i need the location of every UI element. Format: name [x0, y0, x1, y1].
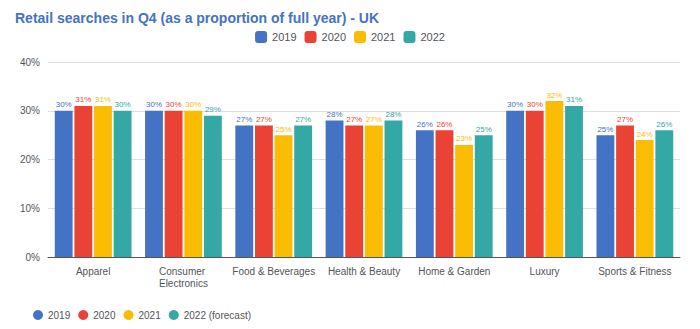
svg-text:23%: 23% [456, 134, 472, 143]
svg-text:20%: 20% [20, 154, 40, 165]
svg-text:27%: 27% [366, 115, 382, 124]
svg-text:26%: 26% [656, 120, 672, 129]
svg-text:32%: 32% [546, 91, 562, 100]
svg-text:30%: 30% [185, 100, 201, 109]
svg-text:30%: 30% [527, 100, 543, 109]
svg-text:2019: 2019 [272, 31, 296, 43]
svg-text:2021: 2021 [138, 310, 161, 321]
svg-text:27%: 27% [346, 115, 362, 124]
svg-text:25%: 25% [276, 125, 292, 134]
svg-text:2020: 2020 [93, 310, 116, 321]
svg-text:30%: 30% [56, 100, 72, 109]
svg-text:30%: 30% [146, 100, 162, 109]
svg-text:31%: 31% [75, 95, 91, 104]
svg-text:Retail searches in Q4 (as a pr: Retail searches in Q4 (as a proportion o… [15, 10, 379, 26]
svg-text:30%: 30% [115, 100, 131, 109]
svg-text:24%: 24% [637, 130, 653, 139]
svg-text:25%: 25% [597, 125, 613, 134]
svg-text:27%: 27% [236, 115, 252, 124]
svg-text:30%: 30% [20, 105, 40, 116]
svg-text:2020: 2020 [322, 31, 346, 43]
svg-text:2019: 2019 [48, 310, 71, 321]
svg-text:Health & Beauty: Health & Beauty [328, 266, 400, 277]
svg-text:10%: 10% [20, 203, 40, 214]
svg-text:Electronics: Electronics [159, 278, 208, 289]
svg-text:26%: 26% [417, 120, 433, 129]
svg-text:27%: 27% [617, 115, 633, 124]
svg-text:30%: 30% [507, 100, 523, 109]
svg-text:26%: 26% [436, 120, 452, 129]
svg-text:Luxury: Luxury [530, 266, 560, 277]
svg-text:29%: 29% [205, 105, 221, 114]
svg-text:Home & Garden: Home & Garden [418, 266, 490, 277]
svg-text:30%: 30% [166, 100, 182, 109]
svg-text:2022: 2022 [420, 31, 444, 43]
svg-text:28%: 28% [385, 110, 401, 119]
svg-text:27%: 27% [256, 115, 272, 124]
svg-text:2022 (forecast): 2022 (forecast) [184, 310, 251, 321]
svg-text:Food & Beverages: Food & Beverages [232, 266, 315, 277]
svg-text:0%: 0% [26, 252, 41, 263]
svg-text:Apparel: Apparel [76, 266, 110, 277]
svg-text:2021: 2021 [371, 31, 395, 43]
svg-text:28%: 28% [327, 110, 343, 119]
svg-text:27%: 27% [295, 115, 311, 124]
svg-text:31%: 31% [95, 95, 111, 104]
svg-text:25%: 25% [476, 125, 492, 134]
svg-text:Sports & Fitness: Sports & Fitness [598, 266, 671, 277]
svg-text:Consumer: Consumer [159, 266, 208, 277]
svg-text:40%: 40% [20, 57, 40, 68]
svg-text:31%: 31% [566, 95, 582, 104]
